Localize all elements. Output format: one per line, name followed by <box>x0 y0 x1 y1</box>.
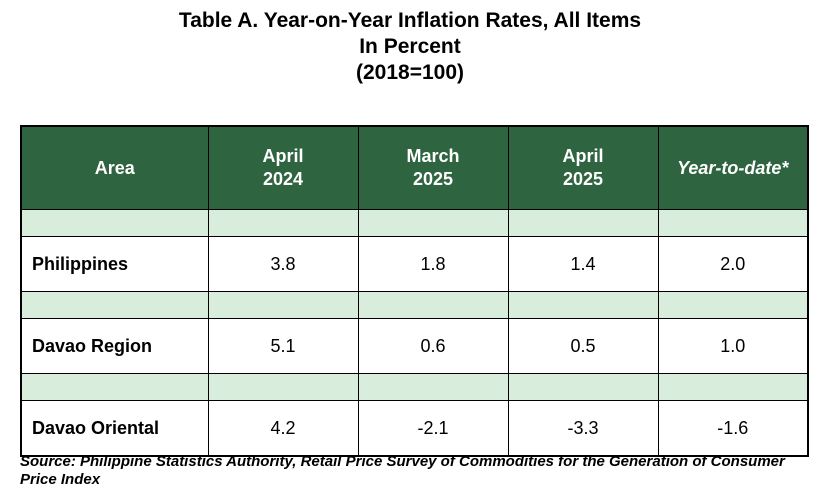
header-year-to-date-label: Year-to-date* <box>677 157 789 178</box>
inflation-table: Area April 2024 March 2025 April 2025 Ye… <box>20 125 809 457</box>
table-row: Philippines 3.8 1.8 1.4 2.0 <box>20 236 809 292</box>
inflation-table-container: Area April 2024 March 2025 April 2025 Ye… <box>20 125 809 457</box>
header-year-to-date: Year-to-date* <box>657 125 809 210</box>
value-cell: 0.5 <box>507 318 659 374</box>
area-cell: Philippines <box>20 236 209 292</box>
header-april-2024-year: 2024 <box>262 169 304 189</box>
table-row: Davao Region 5.1 0.6 0.5 1.0 <box>20 318 809 374</box>
value-cell: 1.8 <box>357 236 509 292</box>
area-cell: Davao Oriental <box>20 400 209 457</box>
header-area: Area <box>20 125 209 210</box>
header-april-2024: April 2024 <box>207 125 359 210</box>
spacer-row <box>20 291 809 319</box>
header-march-2025: March 2025 <box>357 125 509 210</box>
value-cell: -1.6 <box>657 400 809 457</box>
title-line-2: In Percent <box>359 35 461 58</box>
header-april-2025-month: April <box>562 146 604 166</box>
value-cell: -2.1 <box>357 400 509 457</box>
header-april-2025: April 2025 <box>507 125 659 210</box>
spacer-row <box>20 373 809 401</box>
area-cell: Davao Region <box>20 318 209 374</box>
value-cell: 2.0 <box>657 236 809 292</box>
spacer-row <box>20 209 809 237</box>
title-line-3: (2018=100) <box>355 61 464 84</box>
value-cell: -3.3 <box>507 400 659 457</box>
table-row: Davao Oriental 4.2 -2.1 -3.3 -1.6 <box>20 400 809 457</box>
source-note: Source: Philippine Statistics Authority,… <box>20 453 785 488</box>
value-cell: 3.8 <box>207 236 359 292</box>
value-cell: 5.1 <box>207 318 359 374</box>
header-row: Area April 2024 March 2025 April 2025 Ye… <box>20 125 809 210</box>
value-cell: 1.4 <box>507 236 659 292</box>
value-cell: 1.0 <box>657 318 809 374</box>
header-april-2025-year: 2025 <box>562 169 604 189</box>
header-area-label: Area <box>94 157 135 178</box>
value-cell: 0.6 <box>357 318 509 374</box>
header-march-2025-month: March <box>406 146 460 166</box>
title-line-1: Table A. Year-on-Year Inflation Rates, A… <box>178 9 642 32</box>
table-title: Table A. Year-on-Year Inflation Rates, A… <box>0 8 820 86</box>
header-march-2025-year: 2025 <box>412 169 454 189</box>
value-cell: 4.2 <box>207 400 359 457</box>
header-april-2024-month: April <box>262 146 304 166</box>
